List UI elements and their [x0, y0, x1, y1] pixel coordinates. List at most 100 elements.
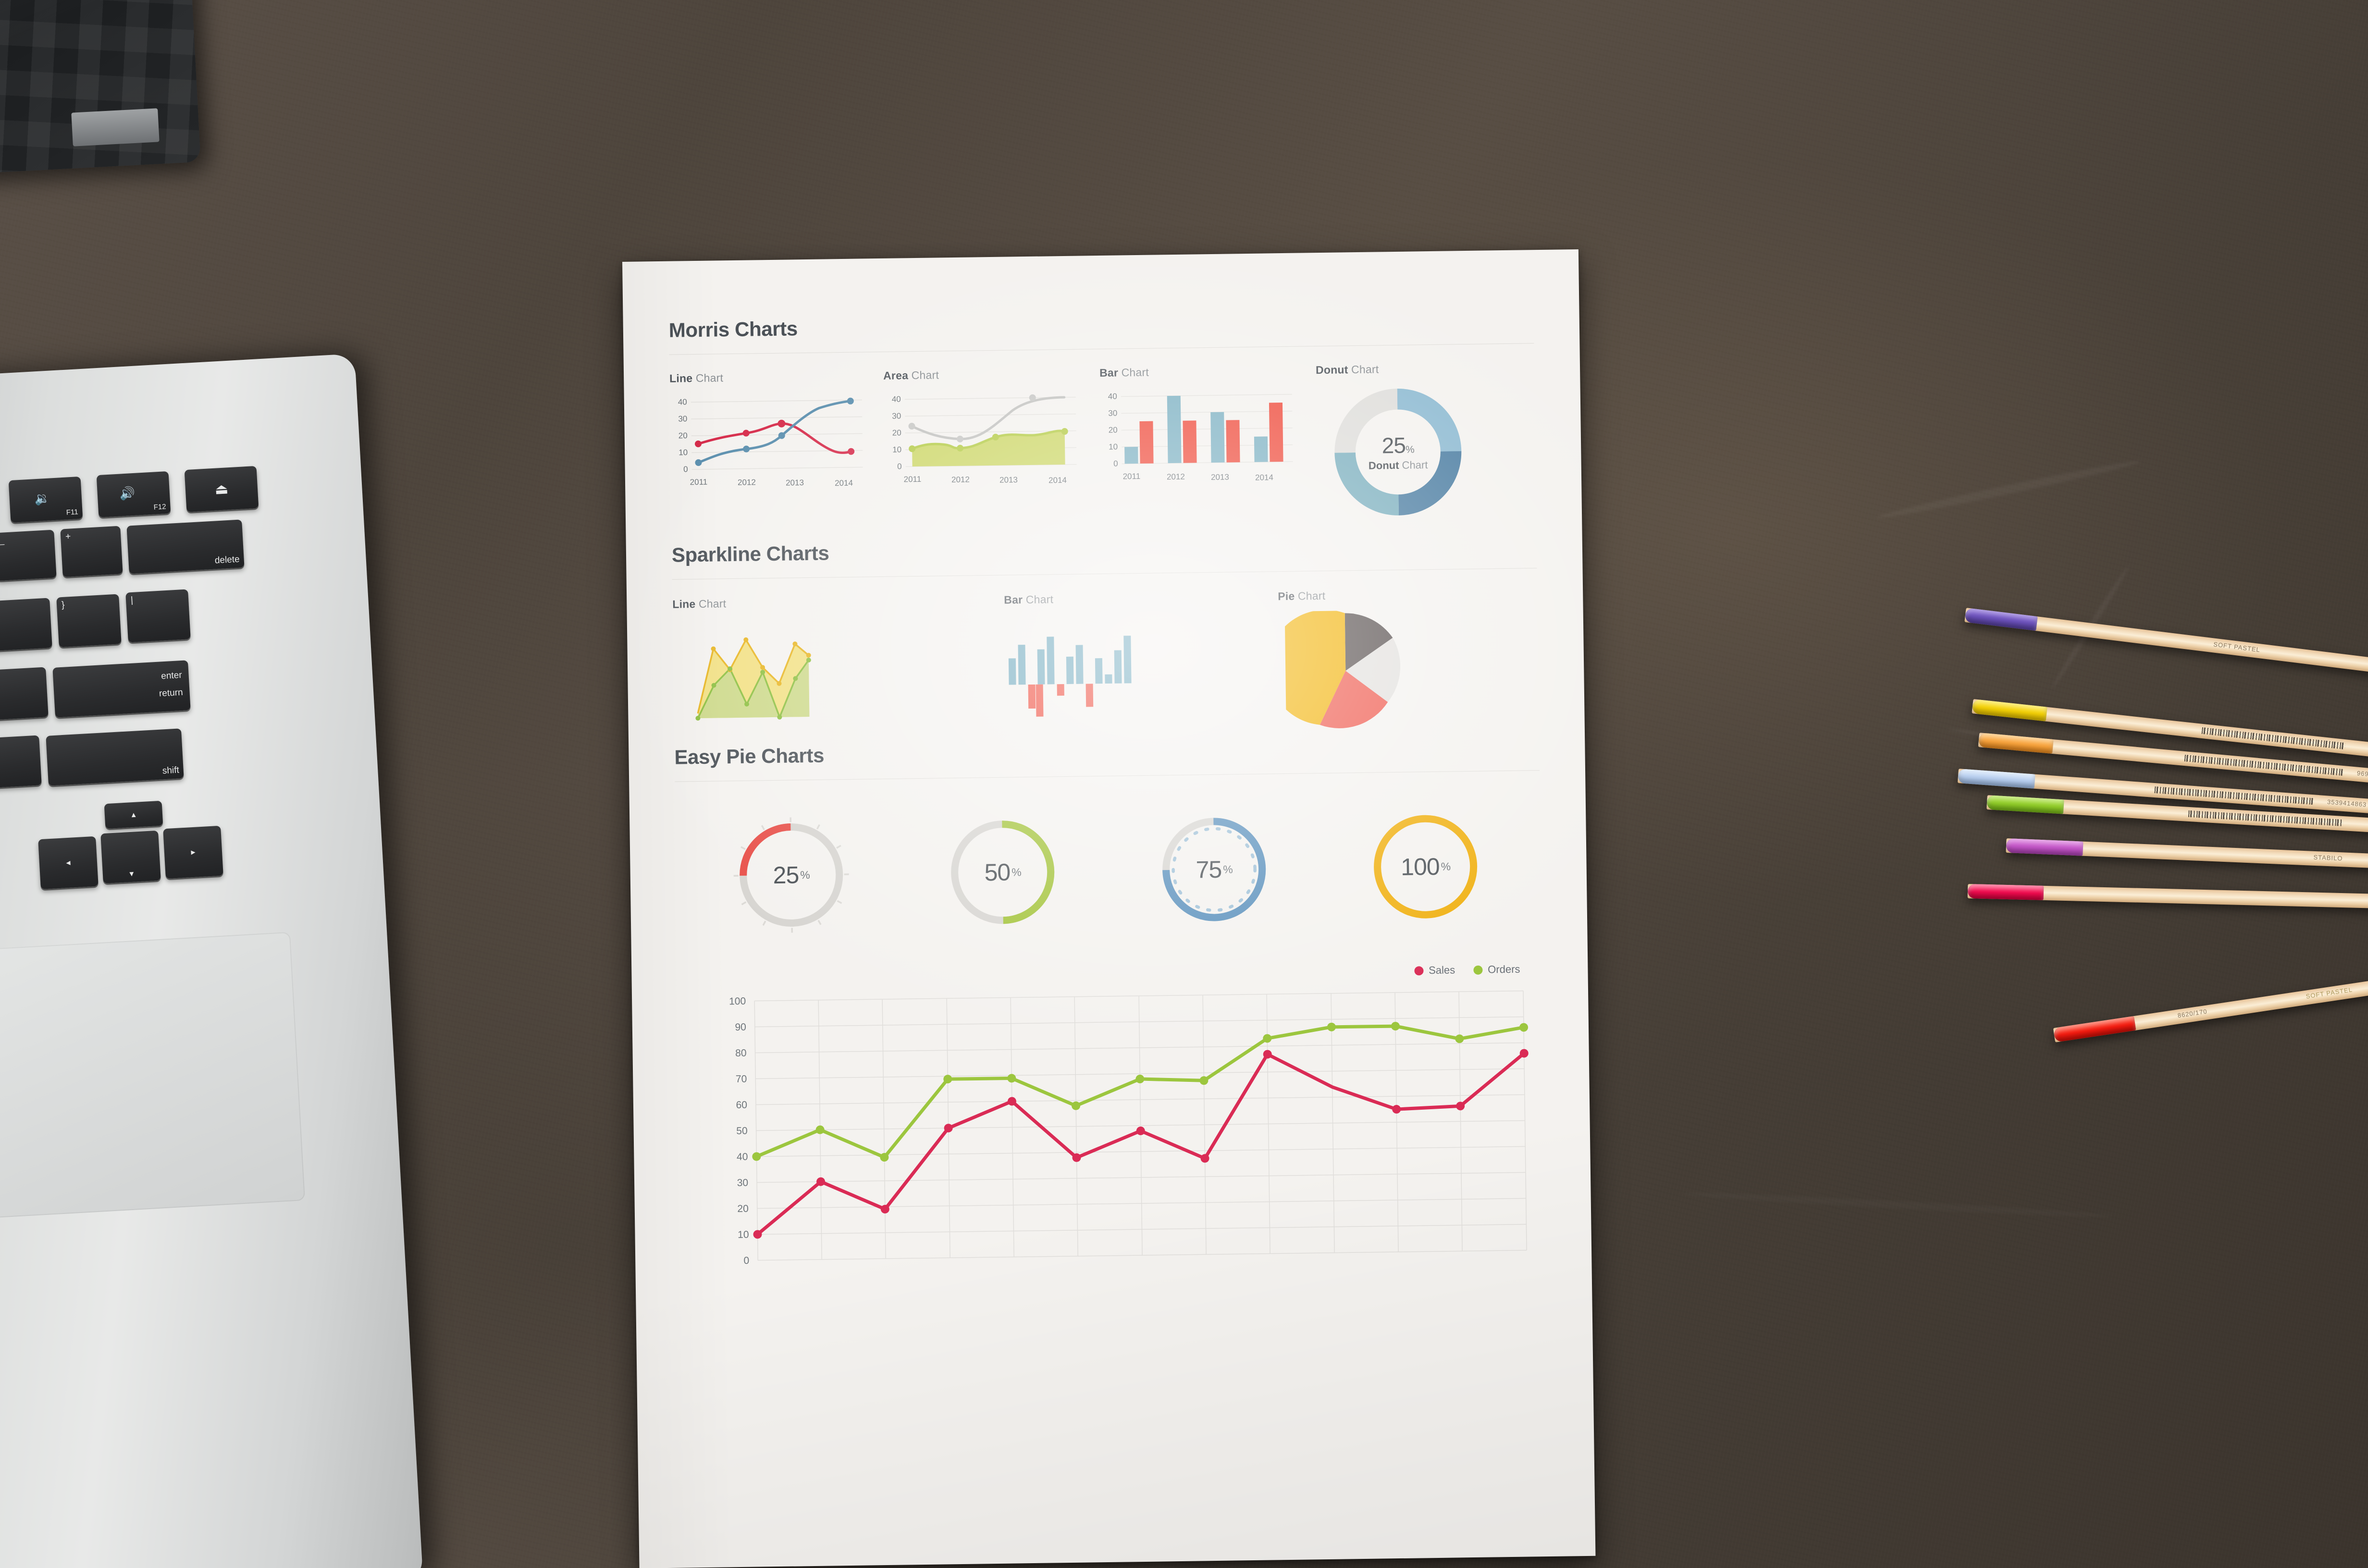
section-divider: [669, 343, 1534, 355]
svg-text:40: 40: [1108, 392, 1117, 401]
laptop-screen: [0, 0, 201, 184]
key-f11-label: F11: [66, 508, 79, 517]
bottom-line-chart: Sales Orders: [677, 963, 1546, 1293]
svg-text:20: 20: [678, 431, 688, 440]
bottom-chart-legend: Sales Orders: [1414, 963, 1520, 977]
svg-text:100: 100: [729, 996, 746, 1007]
section-divider: [675, 770, 1540, 782]
svg-text:2011: 2011: [690, 478, 708, 487]
svg-text:2011: 2011: [1123, 472, 1141, 481]
svg-text:30: 30: [1108, 409, 1117, 418]
svg-text:2014: 2014: [1255, 473, 1273, 482]
svg-text:0: 0: [743, 1255, 749, 1266]
key-f11[interactable]: 🔉 F11: [8, 476, 83, 523]
legend-swatch-sales: [1414, 966, 1424, 976]
key-arrow-down[interactable]: ▼: [100, 830, 161, 884]
key-delete[interactable]: delete: [126, 519, 245, 574]
svg-text:30: 30: [737, 1177, 749, 1188]
desk-scuff: [1682, 1189, 2114, 1220]
easy-pie-50: 50%: [942, 811, 1063, 933]
charts-paper-sheet: Morris Charts Line Chart 40 30 20 10 0: [622, 249, 1596, 1568]
sparkline-pie-chart: Pie Chart: [1268, 588, 1481, 734]
svg-text:2013: 2013: [1211, 473, 1229, 482]
donut-center-percent: %: [1405, 444, 1414, 455]
svg-text:30: 30: [892, 411, 901, 420]
svg-text:2012: 2012: [951, 475, 970, 484]
svg-text:2012: 2012: [1167, 472, 1185, 481]
donut-center-bold: Donut: [1368, 459, 1399, 472]
svg-text:2012: 2012: [738, 478, 756, 487]
key-f12[interactable]: 🔊 F12: [96, 471, 171, 518]
key-enter-return[interactable]: enter return: [52, 660, 191, 718]
svg-text:0: 0: [897, 462, 902, 471]
key-brace-right[interactable]: }: [56, 594, 122, 648]
key-minus-label: _: [0, 535, 5, 546]
morris-bar-chart-title: Bar Chart: [1099, 366, 1149, 380]
svg-text:40: 40: [737, 1152, 748, 1163]
svg-text:10: 10: [892, 445, 901, 454]
pencil-cap-crimson: [1967, 884, 2044, 900]
key-equals-label: +: [65, 531, 71, 542]
bottom-line-chart-svg: 100 90 80 70 60 50 40 30 20 10 0: [729, 990, 1529, 1266]
morris-donut-chart-title: Donut Chart: [1315, 363, 1379, 377]
legend-item-orders[interactable]: Orders: [1473, 963, 1520, 976]
eject-icon: ⏏: [214, 480, 229, 498]
svg-text:2013: 2013: [999, 475, 1018, 484]
key-quote[interactable]: ": [0, 667, 49, 721]
morris-bar-chart: Bar Chart 40 30 20 10 0: [1099, 364, 1318, 526]
svg-text:40: 40: [678, 397, 687, 406]
key-minus[interactable]: _: [0, 529, 57, 581]
svg-text:70: 70: [736, 1074, 747, 1085]
svg-text:20: 20: [737, 1203, 749, 1214]
sparkline-bar-chart-title: Bar Chart: [1004, 593, 1054, 606]
key-f12-label: F12: [153, 502, 167, 512]
key-arrow-right[interactable]: ►: [163, 825, 223, 879]
sparkline-line-chart-title: Line Chart: [672, 597, 727, 611]
legend-label-sales: Sales: [1428, 964, 1455, 977]
key-pipe[interactable]: |: [125, 589, 191, 643]
key-arrow-left[interactable]: ◄: [38, 836, 99, 890]
key-pipe-label: |: [130, 595, 134, 606]
easy-pie-25: 25%: [730, 814, 852, 936]
key-equals[interactable]: +: [60, 526, 123, 577]
svg-text:40: 40: [892, 394, 901, 404]
easy-pie-50-value: 50%: [984, 858, 1021, 886]
key-shift[interactable]: shift: [46, 728, 184, 786]
svg-text:60: 60: [736, 1100, 747, 1111]
laptop-hinge: [71, 108, 160, 147]
sparkline-pie-chart-svg: [1268, 610, 1401, 728]
morris-area-chart-title: Area Chart: [883, 368, 939, 382]
svg-text:20: 20: [892, 428, 901, 437]
section-divider: [672, 568, 1537, 580]
svg-text:90: 90: [735, 1022, 746, 1033]
svg-text:2011: 2011: [904, 475, 922, 484]
sparkline-pie-chart-title: Pie Chart: [1278, 589, 1326, 603]
key-question[interactable]: ?: [0, 735, 42, 789]
section-title-morris: Morris Charts: [668, 317, 798, 342]
svg-text:80: 80: [735, 1048, 747, 1059]
svg-text:10: 10: [738, 1229, 749, 1240]
trackpad[interactable]: [0, 931, 306, 1221]
screen-reflection: [0, 0, 201, 184]
svg-text:20: 20: [1109, 426, 1118, 435]
arrow-right-icon: ►: [189, 848, 197, 857]
key-arrow-up[interactable]: ▲: [104, 800, 163, 829]
easy-pie-25-value: 25%: [773, 861, 810, 889]
sparkline-line-chart-svg: [695, 637, 811, 721]
key-eject[interactable]: ⏏: [184, 466, 259, 513]
legend-item-sales[interactable]: Sales: [1414, 964, 1455, 977]
easy-pie-100-value: 100%: [1400, 853, 1451, 881]
morris-donut-chart: Donut Chart 25% Donut Chart: [1316, 361, 1524, 523]
arrow-down-icon: ▼: [128, 870, 136, 879]
arrow-up-icon: ▲: [130, 810, 137, 819]
desk-scuff: [1876, 457, 2141, 522]
svg-text:2013: 2013: [786, 478, 804, 487]
morris-bar-chart-svg: 40 30 20 10 0 2011 2012 2013 2: [1108, 392, 1293, 482]
easy-pie-75-value: 75%: [1196, 856, 1233, 883]
sparkline-bar-chart-svg: [1008, 636, 1132, 718]
svg-text:30: 30: [678, 414, 687, 423]
section-title-sparkline: Sparkline Charts: [671, 541, 829, 566]
svg-text:10: 10: [678, 448, 688, 457]
svg-text:50: 50: [736, 1126, 748, 1137]
key-brace-left[interactable]: {: [0, 598, 52, 651]
